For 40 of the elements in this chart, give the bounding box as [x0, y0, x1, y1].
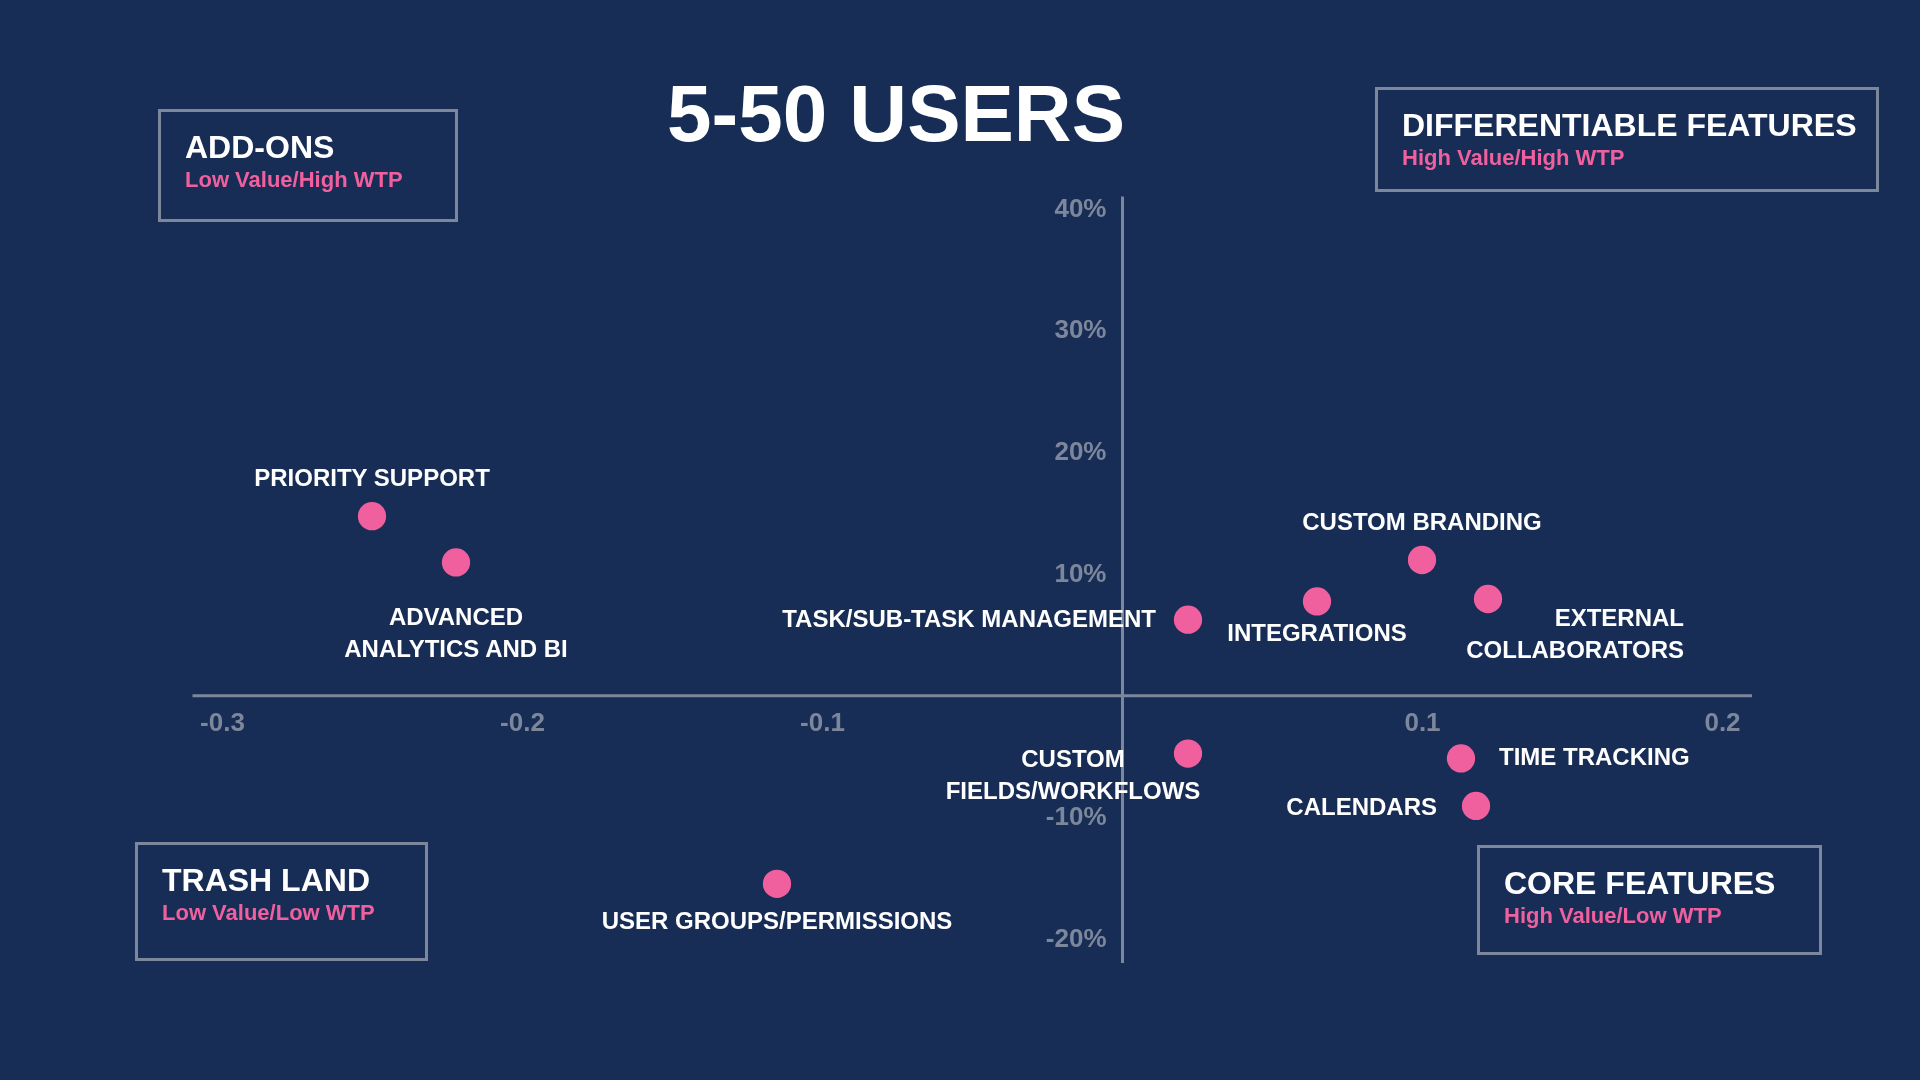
- series-label: CALENDARS: [1286, 792, 1437, 820]
- series-label: USER GROUPS/PERMISSIONS: [601, 906, 953, 934]
- quadrant-frame: TRASH LAND Low Value/Low WTP: [135, 842, 428, 961]
- chart-title: 5-50 USERS: [667, 69, 1125, 158]
- point: [1173, 739, 1203, 768]
- x-tick-label: -0.3: [200, 706, 245, 737]
- series-label: TASK/SUB-TASK MANAGEMENT: [782, 604, 1157, 632]
- y-tick-label: 30%: [1054, 314, 1107, 345]
- annotation: CORE FEATURES: [1504, 864, 1777, 902]
- annotation: TRASH LAND: [162, 861, 371, 899]
- text: ADVANCED ANALYTICS AND BI: [344, 603, 568, 663]
- point: [1302, 587, 1332, 616]
- annotation: High Value/Low WTP: [1504, 902, 1723, 930]
- series-label: TIME TRACKING: [1499, 743, 1690, 771]
- series-label: INTEGRATIONS: [1227, 619, 1407, 647]
- series-label: PRIORITY SUPPORT: [254, 464, 491, 492]
- point: [1446, 744, 1476, 773]
- quadrant-frame: DIFFERENTIABLE FEATURES High Value/High WTP: [1375, 87, 1879, 192]
- point: [1407, 545, 1437, 575]
- y-tick-label: 40%: [1054, 192, 1107, 223]
- point: [1173, 605, 1203, 634]
- point: [1473, 584, 1503, 614]
- point: [357, 502, 387, 531]
- point: [762, 869, 792, 898]
- y-tick-label: -20%: [1045, 923, 1107, 954]
- x-tick-label: 0.2: [1704, 706, 1741, 737]
- quadrant-frame: CORE FEATURES High Value/Low WTP: [1477, 845, 1822, 955]
- quadrant-frame: ADD-ONS Low Value/High WTP: [158, 109, 458, 222]
- series-label: EXTERNAL COLLABORATORS: [1466, 603, 1684, 663]
- y-tick-label: -10%: [1045, 801, 1107, 832]
- series-label: CUSTOM BRANDING: [1302, 508, 1542, 536]
- annotation: Low Value/Low WTP: [162, 899, 376, 927]
- y-tick-label: 10%: [1054, 557, 1107, 588]
- point: [1461, 791, 1491, 821]
- point: [441, 548, 471, 577]
- x-tick-label: 0.1: [1404, 706, 1441, 737]
- x-tick-label: -0.1: [800, 706, 845, 737]
- x-tick-label: -0.2: [500, 706, 545, 737]
- series-label: CUSTOM FIELDS/WORKFLOWS: [945, 744, 1201, 804]
- y-tick-label: 20%: [1054, 436, 1107, 467]
